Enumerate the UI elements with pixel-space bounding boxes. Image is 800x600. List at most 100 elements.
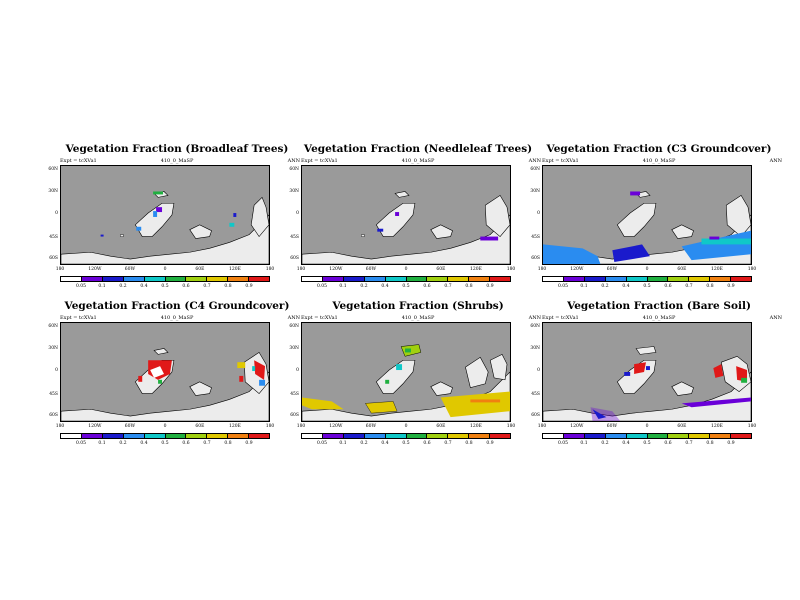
colorbar-label: 0.1 <box>98 284 106 289</box>
colorbar-swatch <box>563 277 585 281</box>
map-svg <box>302 344 510 421</box>
colorbar-label: 0.05 <box>316 284 328 289</box>
colorbar-labels: 0.05 0.1 0.2 0.4 0.5 0.6 0.7 0.8 0.9 <box>542 441 752 447</box>
y-label: 60N <box>48 324 58 329</box>
x-label: 120W <box>570 424 584 429</box>
colorbar-swatch <box>448 434 470 438</box>
colorbar-swatch <box>647 434 669 438</box>
x-label: 180 <box>296 424 306 429</box>
colorbar-swatch <box>364 277 386 281</box>
period-label: ANN <box>769 158 782 164</box>
run-label: 410_0_MaSP <box>401 158 435 164</box>
y-label: 60S <box>49 413 58 418</box>
colorbar-label: 0.6 <box>182 284 190 289</box>
colorbar-swatch <box>228 434 250 438</box>
colorbar-label: 0.4 <box>381 441 389 446</box>
colorbar-label: 0.5 <box>161 284 169 289</box>
colorbar-swatch <box>605 434 627 438</box>
expt-label: Expt = tcXVa1 <box>301 158 338 164</box>
colorbar-labels: 0.05 0.1 0.2 0.4 0.5 0.6 0.7 0.8 0.9 <box>542 284 752 290</box>
colorbar-label: 0.9 <box>486 441 494 446</box>
x-label: 120E <box>710 424 723 429</box>
x-label: 60E <box>436 267 446 272</box>
y-label: 60N <box>289 167 299 172</box>
y-label: 60S <box>290 413 299 418</box>
panel-bare-soil: Vegetation Fraction (Bare Soil) Expt = t… <box>530 300 784 460</box>
colorbar-swatch <box>689 277 711 281</box>
x-axis-labels: 180 120W 60W 0 60E 120E 180 <box>297 424 516 430</box>
x-label: 180 <box>747 267 757 272</box>
x-label: 120E <box>228 424 241 429</box>
map-area <box>60 165 270 265</box>
colorbar-label: 0.6 <box>423 441 431 446</box>
map-area <box>542 165 752 265</box>
x-label: 0 <box>404 267 408 272</box>
colorbar-label: 0.6 <box>664 284 672 289</box>
colorbar <box>60 433 270 439</box>
colorbar-swatch <box>490 434 511 438</box>
colorbar-swatch <box>144 277 166 281</box>
colorbar-label: 0.9 <box>727 441 735 446</box>
colorbar-label: 0.1 <box>339 441 347 446</box>
colorbar-swatch <box>584 434 606 438</box>
map-svg <box>302 191 510 264</box>
colorbar-label: 0.2 <box>601 441 609 446</box>
colorbar-label: 0.05 <box>75 284 87 289</box>
colorbar <box>542 433 752 439</box>
x-label: 180 <box>537 424 547 429</box>
y-label: 30N <box>289 189 299 194</box>
colorbar-label: 0.4 <box>381 284 389 289</box>
x-axis-labels: 180 120W 60W 0 60E 120E 180 <box>56 424 275 430</box>
map-area <box>60 322 270 422</box>
expt-label: Expt = tcXVa1 <box>60 158 97 164</box>
panel-title: Vegetation Fraction (C3 Groundcover) <box>546 143 772 155</box>
map-area <box>301 322 511 422</box>
period-label: ANN <box>287 158 300 164</box>
colorbar-label: 0.9 <box>486 284 494 289</box>
run-label: 410_0_MaSP <box>160 158 194 164</box>
colorbar-label: 0.1 <box>98 441 106 446</box>
colorbar <box>60 276 270 282</box>
y-label: 0 <box>537 368 540 373</box>
colorbar-swatch <box>490 277 511 281</box>
y-label: 45S <box>49 235 58 240</box>
colorbar-swatch <box>731 434 752 438</box>
y-label: 0 <box>296 368 299 373</box>
colorbar-swatch <box>302 277 323 281</box>
colorbar-swatch <box>364 434 386 438</box>
colorbar-swatch <box>123 434 145 438</box>
colorbar-label: 0.2 <box>119 284 127 289</box>
colorbar-label: 0.8 <box>224 284 232 289</box>
y-label: 45S <box>531 392 540 397</box>
colorbar-swatch <box>123 277 145 281</box>
panel-c4-groundcover: Vegetation Fraction (C4 Groundcover) Exp… <box>48 300 302 460</box>
y-label: 30N <box>48 346 58 351</box>
colorbar-swatch <box>689 434 711 438</box>
x-label: 120W <box>88 267 102 272</box>
y-label: 60N <box>530 167 540 172</box>
colorbar-label: 0.05 <box>75 441 87 446</box>
colorbar-label: 0.4 <box>140 441 148 446</box>
colorbar-swatch <box>228 277 250 281</box>
colorbar-label: 0.9 <box>245 441 253 446</box>
colorbar-swatch <box>102 434 124 438</box>
period-label: ANN <box>528 158 541 164</box>
x-label: 0 <box>645 424 649 429</box>
x-label: 180 <box>265 424 275 429</box>
colorbar-labels: 0.05 0.1 0.2 0.4 0.5 0.6 0.7 0.8 0.9 <box>60 284 270 290</box>
x-label: 120W <box>88 424 102 429</box>
colorbar-label: 0.8 <box>706 441 714 446</box>
colorbar-label: 0.2 <box>360 441 368 446</box>
x-label: 180 <box>55 267 65 272</box>
colorbar-swatch <box>543 277 564 281</box>
x-label: 60E <box>677 424 687 429</box>
colorbar-swatch <box>647 277 669 281</box>
colorbar-label: 0.9 <box>245 284 253 289</box>
colorbar-swatch <box>61 277 82 281</box>
y-label: 0 <box>55 211 58 216</box>
x-label: 60W <box>365 424 377 429</box>
colorbar <box>542 276 752 282</box>
x-label: 0 <box>163 424 167 429</box>
colorbar-swatch <box>668 434 690 438</box>
colorbar-labels: 0.05 0.1 0.2 0.4 0.5 0.6 0.7 0.8 0.9 <box>301 284 511 290</box>
